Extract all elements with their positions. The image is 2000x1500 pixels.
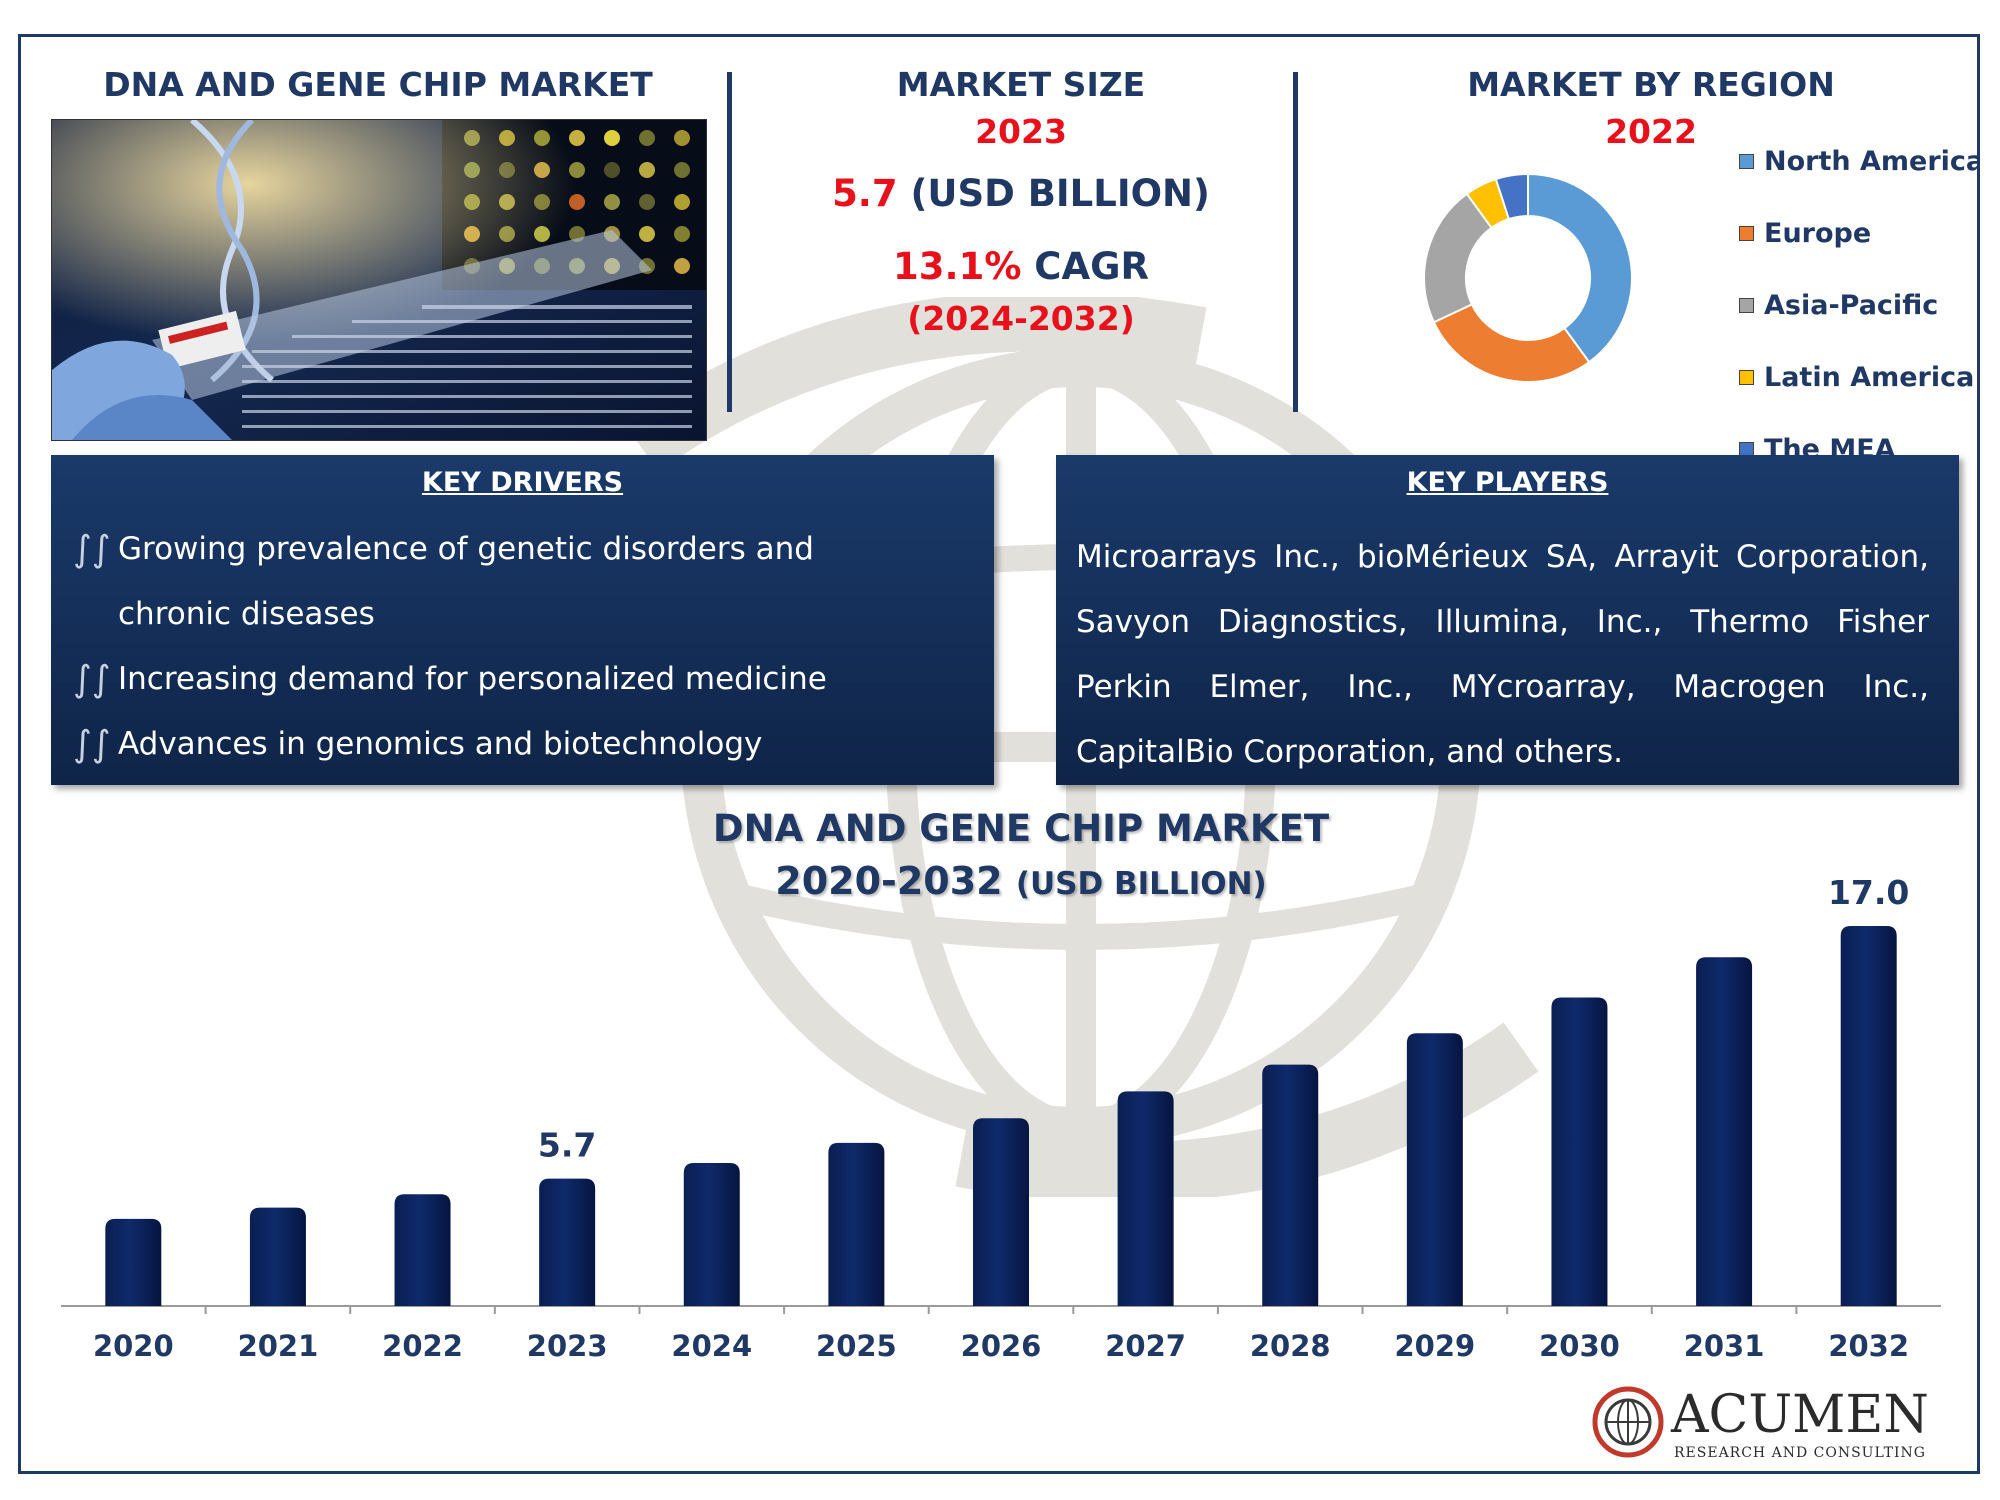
x-tick-label: 2032 [1828, 1329, 1909, 1363]
x-tick-label: 2025 [816, 1329, 897, 1363]
market-size-value: 5.7 [832, 172, 898, 215]
chart-title-line2: 2020-2032 (USD BILLION) [621, 859, 1421, 903]
data-label-2023: 5.7 [538, 1126, 596, 1165]
dna-chip-photo-illustration [52, 120, 706, 440]
bar-chart: 2020 2021 2022 2023 5.7 2024 2025 2026 2027 2028 2… [61, 873, 1941, 1363]
x-tick-label: 2029 [1394, 1329, 1475, 1363]
legend-label-north-america: North America [1764, 145, 1980, 177]
chart-title-years: 2020-2032 [775, 859, 1003, 903]
legend-label-asia-pacific: Asia-Pacific [1764, 289, 1939, 321]
x-tick-label: 2031 [1684, 1329, 1765, 1363]
x-tick-label: 2027 [1105, 1329, 1186, 1363]
bar-2031 [1696, 957, 1753, 1306]
dna-strand-icon: ∫∫ [73, 724, 111, 765]
dna-strand-icon: ∫∫ [73, 529, 111, 570]
globe-logo-icon [1592, 1386, 1664, 1458]
legend-swatch-asia-pacific [1739, 297, 1754, 313]
donut-slice-north-america [1527, 172, 1633, 364]
x-tick-label: 2022 [382, 1329, 463, 1363]
bar-2029 [1406, 1033, 1463, 1306]
bar-2028 [1262, 1064, 1319, 1306]
legend-item-asia-pacific: Asia-Pacific [1739, 269, 1977, 341]
region-year: 2022 [1605, 112, 1697, 151]
region-title: MARKET BY REGION [1467, 65, 1835, 104]
key-players-panel: KEY PLAYERS Microarrays Inc., bioMérieux… [1056, 455, 1959, 785]
region-legend: North America Europe Asia-Pacific Latin … [1739, 125, 1980, 485]
bar-2024 [683, 1162, 740, 1306]
divider-left [727, 72, 732, 412]
legend-label-latin-america: Latin America [1764, 361, 1975, 393]
donut-slice-europe [1432, 303, 1591, 383]
market-size-value-line: 5.7 (USD BILLION) [711, 172, 1331, 215]
bar-2023 [539, 1178, 596, 1306]
market-size-year: 2023 [975, 112, 1067, 151]
cagr-line: 13.1% CAGR [711, 245, 1331, 288]
cagr-label: CAGR [1034, 245, 1149, 288]
cagr-period: (2024-2032) [907, 299, 1135, 338]
dna-chip-photo [51, 119, 707, 441]
legend-item-latin-america: Latin America [1739, 341, 1977, 413]
market-size-title: MARKET SIZE [896, 65, 1146, 104]
x-tick-label: 2020 [93, 1329, 174, 1363]
legend-item-north-america: North America [1739, 125, 1980, 197]
legend-swatch-north-america [1739, 153, 1754, 169]
bar-2026 [973, 1118, 1029, 1306]
data-label-2032: 17.0 [1828, 873, 1909, 912]
driver-item: ∫∫ Growing prevalence of genetic disorde… [73, 517, 933, 647]
logo-tagline: RESEARCH AND CONSULTING [1674, 1445, 1926, 1461]
bar-2025 [828, 1142, 885, 1306]
key-players-title: KEY PLAYERS [1406, 467, 1609, 498]
legend-label-europe: Europe [1764, 217, 1872, 249]
legend-swatch-latin-america [1739, 369, 1754, 385]
market-size-unit: (USD BILLION) [910, 172, 1210, 215]
x-tick-label: 2024 [671, 1329, 752, 1363]
driver-item: ∫∫ Advances in genomics and biotechnolog… [73, 712, 933, 777]
donut-slice-mea [1494, 172, 1529, 221]
divider-right [1293, 72, 1298, 412]
dna-strand-icon: ∫∫ [73, 659, 111, 700]
legend-item-europe: Europe [1739, 197, 1977, 269]
bar-2032 [1840, 926, 1897, 1306]
left-title: DNA AND GENE CHIP MARKET [103, 65, 653, 104]
chart-title-unit: (USD BILLION) [1015, 866, 1267, 902]
key-drivers-title: KEY DRIVERS [421, 467, 624, 498]
legend-swatch-europe [1739, 225, 1754, 241]
bar-2020 [105, 1218, 162, 1306]
chart-title-line1: DNA AND GENE CHIP MARKET [712, 807, 1330, 850]
driver-text: Increasing demand for personalized medic… [118, 661, 827, 697]
key-players-text: Microarrays Inc., bioMérieux SA, Arrayit… [1076, 539, 1929, 770]
bar-2030 [1551, 997, 1608, 1306]
driver-text: Advances in genomics and biotechnology [118, 726, 763, 762]
key-drivers-panel: KEY DRIVERS ∫∫ Growing prevalence of gen… [51, 455, 994, 785]
bar-2021 [249, 1207, 306, 1306]
x-tick-label: 2028 [1250, 1329, 1331, 1363]
region-donut-chart [1423, 172, 1633, 383]
bar-2022 [394, 1194, 451, 1306]
x-tick-label: 2021 [238, 1329, 319, 1363]
acumen-logo: ACUMEN RESEARCH AND CONSULTING [1592, 1385, 1929, 1461]
bar-2027 [1117, 1091, 1174, 1306]
x-tick-label: 2023 [527, 1329, 608, 1363]
infographic-frame: DNA AND GENE CHIP MARKET [18, 34, 1980, 1474]
x-tick-label: 2026 [961, 1329, 1042, 1363]
logo-name: ACUMEN [1670, 1385, 1929, 1445]
x-tick-label: 2030 [1539, 1329, 1620, 1363]
driver-item: ∫∫ Increasing demand for personalized me… [73, 647, 933, 712]
driver-text: Growing prevalence of genetic disorders … [118, 531, 814, 632]
cagr-value: 13.1% [893, 245, 1022, 288]
